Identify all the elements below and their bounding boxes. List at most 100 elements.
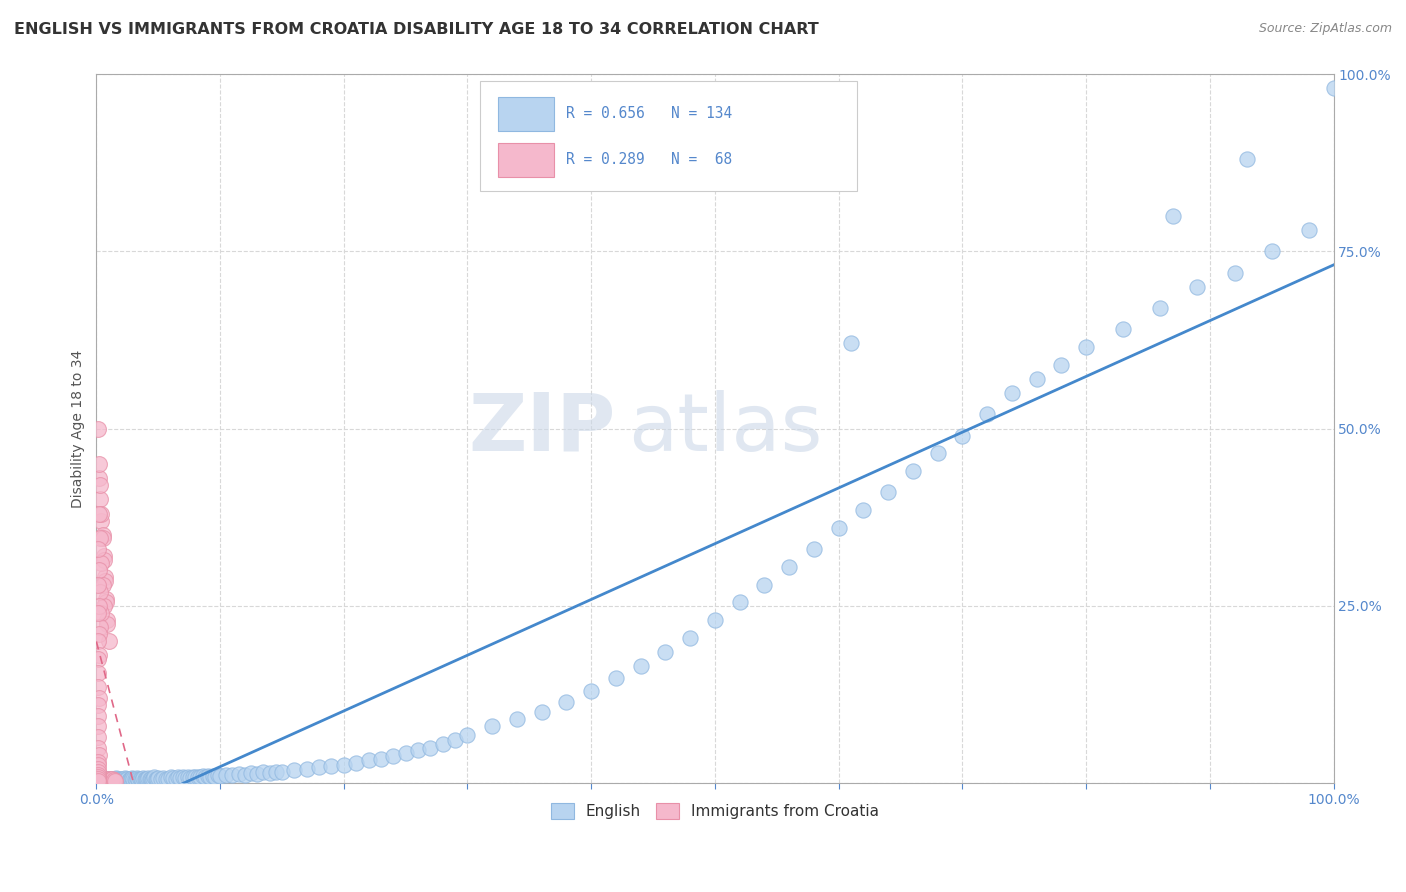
Point <box>96 773 118 788</box>
Point <box>181 770 204 784</box>
Point <box>1074 340 1097 354</box>
Point <box>136 771 159 785</box>
Point <box>555 694 578 708</box>
Point <box>127 771 149 785</box>
Point <box>96 591 118 606</box>
Point <box>136 772 159 786</box>
Point <box>754 577 776 591</box>
Point <box>86 772 108 787</box>
Point <box>134 772 156 786</box>
Point <box>86 681 108 695</box>
Point <box>877 485 900 500</box>
Point <box>87 507 110 521</box>
Point <box>87 648 110 663</box>
Point <box>94 772 117 787</box>
Point <box>97 772 120 787</box>
Point <box>406 743 429 757</box>
Point <box>93 549 115 563</box>
Point <box>103 773 125 788</box>
Point <box>530 705 553 719</box>
Point <box>138 772 160 787</box>
Point <box>1187 279 1209 293</box>
Point <box>152 771 174 785</box>
Point <box>96 773 118 788</box>
Point <box>86 767 108 781</box>
Point <box>94 574 117 588</box>
Point <box>395 746 418 760</box>
Point <box>839 336 862 351</box>
Point <box>87 457 110 471</box>
Point <box>98 772 121 786</box>
Point <box>86 755 108 769</box>
Point <box>215 767 238 781</box>
Point <box>1001 386 1024 401</box>
Text: atlas: atlas <box>628 390 823 467</box>
Point <box>87 563 110 577</box>
Point <box>172 770 194 784</box>
Point <box>89 773 111 788</box>
Point <box>87 471 110 485</box>
Point <box>382 749 405 764</box>
Point <box>252 765 274 780</box>
Point <box>174 771 197 785</box>
Point <box>90 507 112 521</box>
Point <box>124 772 146 786</box>
Point <box>146 772 169 787</box>
Point <box>93 599 115 613</box>
Point <box>86 762 108 776</box>
Point <box>108 773 131 788</box>
Point <box>778 559 800 574</box>
Point <box>357 753 380 767</box>
Point <box>127 772 149 787</box>
Point <box>803 542 825 557</box>
Point <box>96 772 118 786</box>
Point <box>344 756 367 771</box>
Text: Source: ZipAtlas.com: Source: ZipAtlas.com <box>1258 22 1392 36</box>
Point <box>100 773 122 788</box>
Point <box>654 645 676 659</box>
Point <box>197 769 219 783</box>
Point <box>271 765 294 780</box>
Point <box>333 757 356 772</box>
Point <box>370 752 392 766</box>
Point <box>111 772 134 786</box>
Point <box>148 771 170 785</box>
Point <box>419 740 441 755</box>
Point <box>89 532 111 546</box>
Point <box>308 760 330 774</box>
Point <box>207 768 229 782</box>
Point <box>179 771 201 785</box>
Point <box>321 759 343 773</box>
Point <box>86 634 108 648</box>
Point <box>901 464 924 478</box>
Point <box>167 770 190 784</box>
Point <box>121 771 143 785</box>
Point <box>188 770 211 784</box>
Point <box>86 698 108 712</box>
Point <box>87 627 110 641</box>
Text: ZIP: ZIP <box>468 390 616 467</box>
Point <box>93 552 115 566</box>
Point <box>86 606 108 620</box>
Point <box>100 773 122 788</box>
Point <box>101 772 124 787</box>
Point <box>97 772 120 787</box>
Point <box>89 773 111 788</box>
Point <box>87 772 110 787</box>
Point <box>264 764 287 779</box>
Point <box>90 514 112 528</box>
Point <box>107 772 129 786</box>
Point <box>198 770 221 784</box>
Point <box>105 772 128 787</box>
Point <box>125 773 148 788</box>
Point <box>87 747 110 762</box>
Point <box>246 767 269 781</box>
Point <box>93 771 115 785</box>
Point <box>101 772 124 787</box>
Point <box>927 446 949 460</box>
Point <box>89 478 111 492</box>
Point <box>143 770 166 784</box>
Point <box>86 770 108 784</box>
Point <box>605 671 627 685</box>
Point <box>86 740 108 755</box>
